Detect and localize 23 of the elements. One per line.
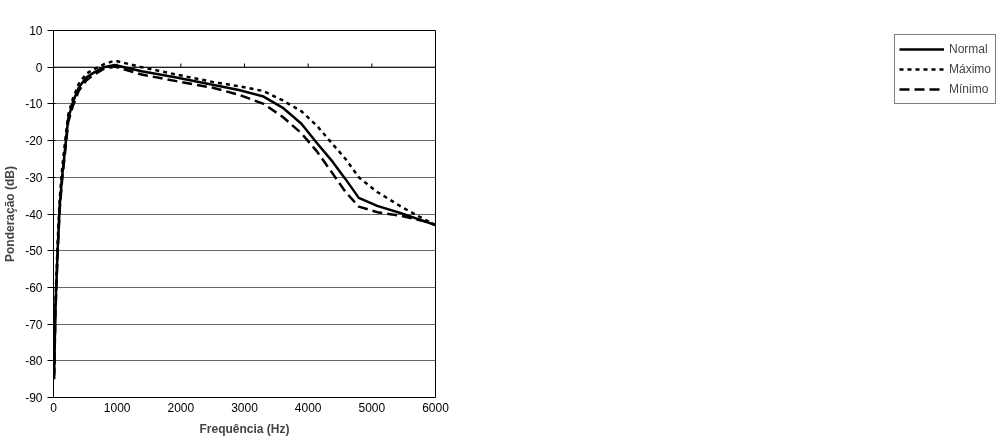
y-tick-label: -60 — [25, 280, 43, 295]
y-tick-label: 10 — [29, 24, 43, 38]
legend-label: Normal — [948, 42, 988, 56]
y-tick-label: -50 — [25, 244, 43, 259]
y-tick-label: -90 — [25, 391, 43, 405]
x-tick-label: 1000 — [103, 400, 131, 415]
y-tick-label: 0 — [35, 60, 43, 75]
x-tick-label: 6000 — [422, 400, 450, 415]
y-tick-label: -20 — [25, 134, 43, 149]
x-tick-label: 2000 — [167, 400, 195, 415]
x-tick-label: 3000 — [231, 400, 259, 415]
x-tick-label: 4000 — [294, 400, 322, 415]
y-tick-label: -30 — [25, 170, 43, 185]
y-axis-title: Ponderação (dB) — [3, 165, 18, 263]
y-tick-label: -70 — [25, 317, 43, 332]
x-axis-title: Frequência (Hz) — [199, 421, 290, 436]
x-tick-label: 5000 — [358, 400, 386, 415]
legend-label: Máximo — [948, 62, 991, 76]
y-tick-label: -10 — [25, 97, 43, 112]
x-tick-label: 0 — [50, 400, 58, 415]
y-tick-label: -80 — [25, 354, 43, 369]
legend-label: Mínimo — [948, 82, 989, 96]
y-tick-label: -40 — [25, 207, 43, 222]
